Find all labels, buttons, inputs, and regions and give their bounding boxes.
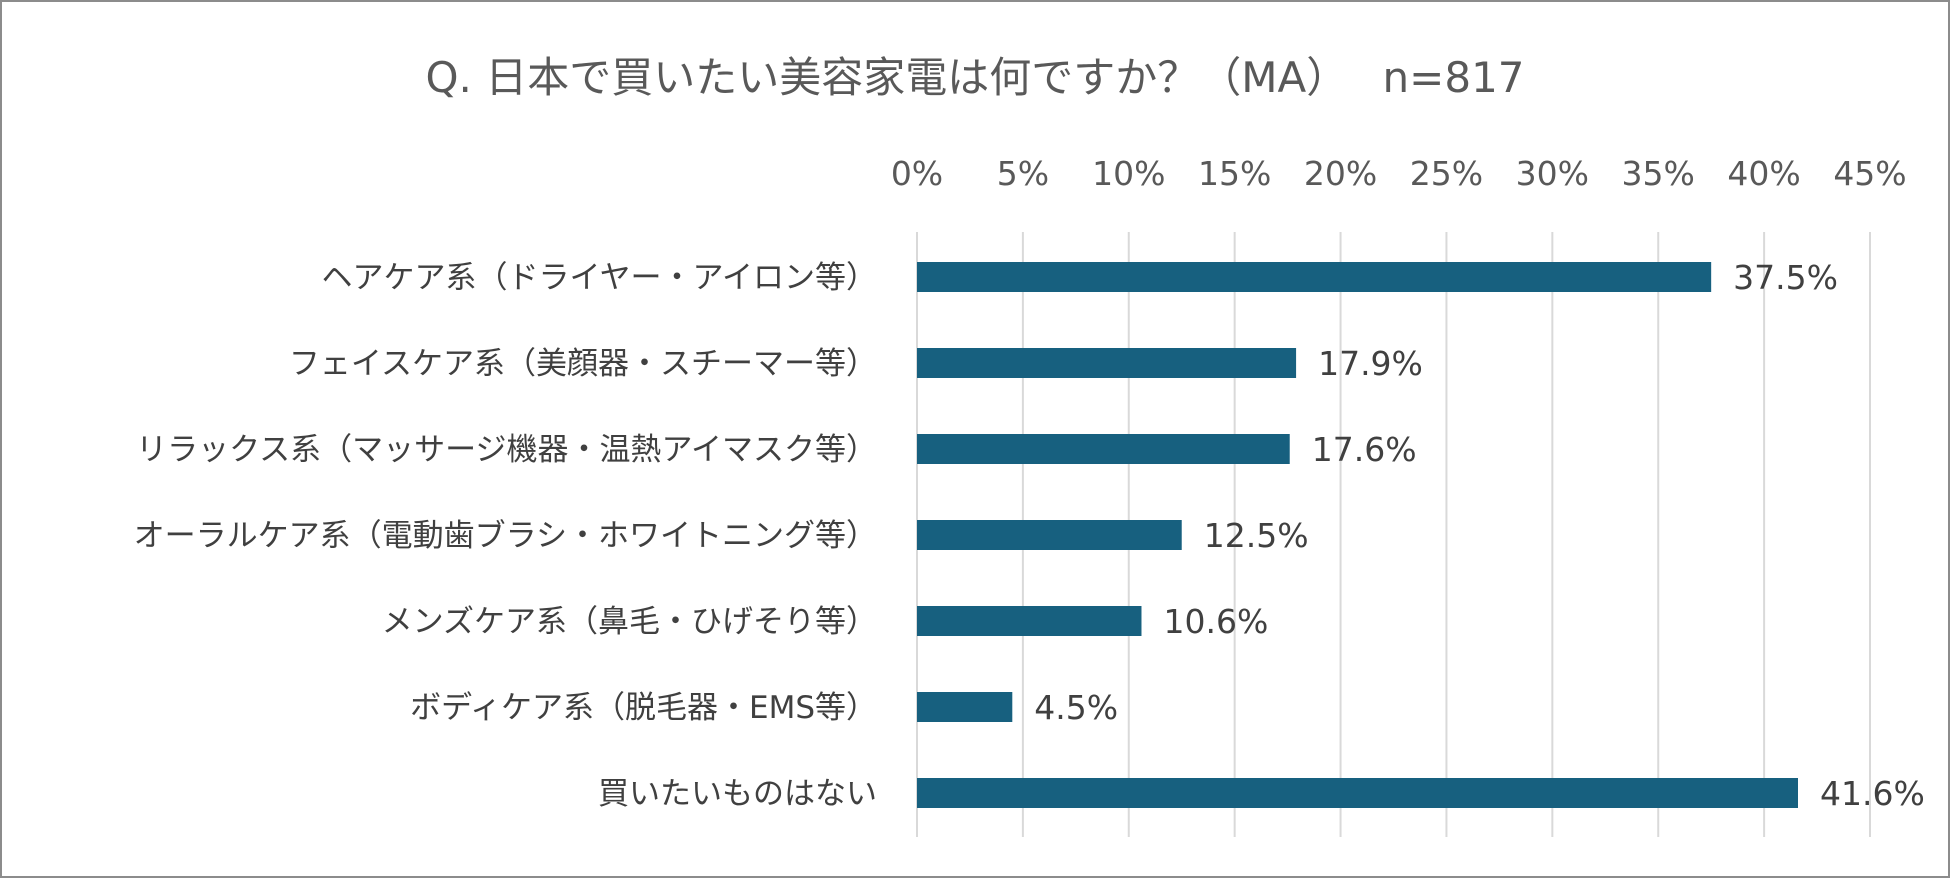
category-label: ボディケア系（脱毛器・EMS等） <box>410 690 877 726</box>
x-tick-label: 15% <box>1198 154 1271 193</box>
x-tick-label: 25% <box>1410 154 1483 193</box>
x-tick-label: 40% <box>1727 154 1800 193</box>
x-tick-label: 5% <box>997 154 1049 193</box>
x-tick-label: 10% <box>1092 154 1165 193</box>
bar <box>917 434 1290 464</box>
data-label: 4.5% <box>1034 688 1118 727</box>
bar <box>917 262 1712 292</box>
bar <box>917 348 1297 378</box>
data-label: 37.5% <box>1733 258 1838 297</box>
bar <box>917 606 1142 636</box>
x-tick-labels: 0% 5% 10% 15% 20% 25% 30% 35% 40% 45% <box>891 154 1907 193</box>
x-tick-label: 0% <box>891 154 943 193</box>
data-label: 17.9% <box>1318 344 1423 383</box>
chart-title: Q. 日本で買いたい美容家電は何ですか？（MA） n=817 <box>425 53 1524 102</box>
data-label: 41.6% <box>1820 774 1925 813</box>
category-labels: ヘアケア系（ドライヤー・アイロン等） フェイスケア系（美顔器・スチーマー等） リラッ… <box>134 260 877 812</box>
data-labels: 37.5% 17.9% 17.6% 12.5% 10.6% 4.5% 41.6% <box>1034 258 1925 813</box>
category-label: リラックス系（マッサージ機器・温熱アイマスク等） <box>136 432 877 468</box>
gridlines <box>916 232 1871 837</box>
category-label: フェイスケア系（美顔器・スチーマー等） <box>289 346 877 382</box>
x-tick-label: 30% <box>1516 154 1589 193</box>
x-tick-label: 35% <box>1622 154 1695 193</box>
data-label: 12.5% <box>1204 516 1309 555</box>
bar <box>917 520 1182 550</box>
category-label: オーラルケア系（電動歯ブラシ・ホワイトニング等） <box>134 518 877 554</box>
bar <box>917 692 1013 722</box>
bar <box>917 778 1798 808</box>
x-tick-label: 20% <box>1304 154 1377 193</box>
data-label: 10.6% <box>1163 602 1268 641</box>
category-label: 買いたいものはない <box>598 776 877 812</box>
x-tick-label: 45% <box>1833 154 1906 193</box>
bars <box>917 262 1798 808</box>
category-label: ヘアケア系（ドライヤー・アイロン等） <box>321 260 877 296</box>
data-label: 17.6% <box>1312 430 1417 469</box>
category-label: メンズケア系（鼻毛・ひげそり等） <box>382 604 877 640</box>
